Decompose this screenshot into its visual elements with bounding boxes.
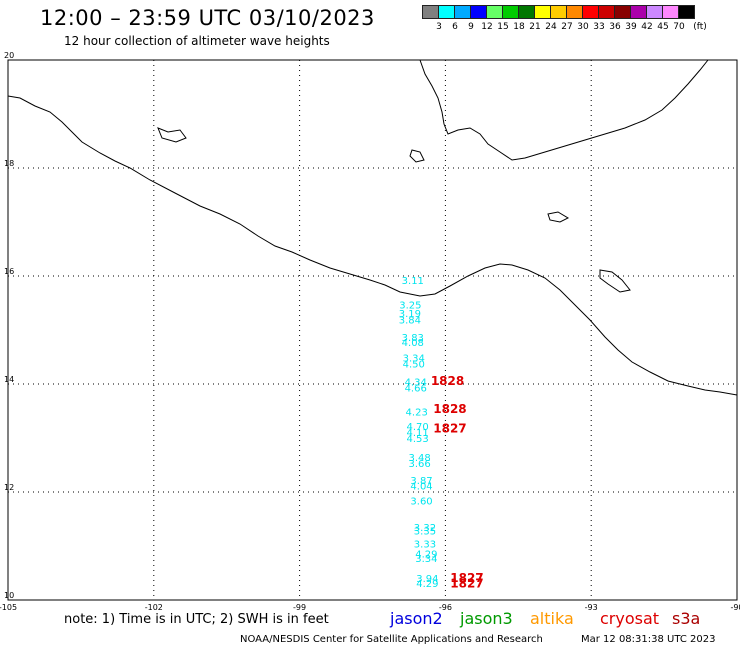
gulf-bay-outline xyxy=(599,269,631,293)
mexico-pacific-coast xyxy=(7,95,738,396)
swh-reading: 3.84 xyxy=(399,316,421,327)
swh-reading: 4.23 xyxy=(406,407,428,418)
color-legend-label: 70 xyxy=(673,22,685,32)
swh-reading: 3.35 xyxy=(414,527,436,538)
coastline xyxy=(7,59,738,396)
orbit-number-label: 1827 xyxy=(450,577,483,591)
longitude-tick-label: -105 xyxy=(0,603,17,612)
color-legend xyxy=(422,5,695,19)
swh-reading: 3.94 xyxy=(416,574,438,585)
swh-reading: 4.08 xyxy=(402,338,424,349)
swh-reading: 3.34 xyxy=(403,353,425,364)
swh-reading: 4.50 xyxy=(403,359,425,370)
color-legend-label: 15 xyxy=(497,22,509,32)
orbit-number-label: 1828 xyxy=(431,374,464,388)
color-legend-label: 18 xyxy=(513,22,525,32)
latitude-tick-label: 14 xyxy=(4,375,14,384)
swh-reading: 4.29 xyxy=(416,579,438,590)
map-title: 12:00 – 23:59 UTC 03/10/2023 xyxy=(40,6,375,30)
orbit-number-label: 1828 xyxy=(433,402,466,416)
satellite-legend-entry: s3a xyxy=(672,609,701,628)
swh-reading: 3.83 xyxy=(402,333,424,344)
map-subtitle: 12 hour collection of altimeter wave hei… xyxy=(64,34,330,48)
swh-reading: 4.66 xyxy=(405,384,427,395)
longitude-tick-label: -102 xyxy=(145,603,163,612)
swh-reading: 4.70 xyxy=(407,422,429,433)
axis-tick-labels: 20 18 16 14 12 10 -105 -102 -99 -96 -93 -90 xyxy=(0,51,740,612)
satellite-legend-entry: jason3 xyxy=(460,609,513,628)
latitude-tick-label: 10 xyxy=(4,591,14,600)
swh-reading: 3.25 xyxy=(399,300,421,311)
longitude-tick-label: -93 xyxy=(585,603,598,612)
orbit-number-label: 1827 xyxy=(450,571,483,585)
lagoon-outline xyxy=(157,127,187,143)
color-legend-unit: (ft) xyxy=(693,22,707,32)
color-legend-label: 36 xyxy=(609,22,621,32)
color-legend-label: 42 xyxy=(641,22,653,32)
swh-reading: 4.53 xyxy=(407,434,429,445)
swh-reading: 3.19 xyxy=(399,309,421,320)
swh-reading: 4.29 xyxy=(415,549,437,560)
swh-reading: 4.34 xyxy=(405,378,427,389)
credit-line: NOAA/NESDIS Center for Satellite Applica… xyxy=(240,634,543,645)
satellite-legend-entry: jason2 xyxy=(390,609,443,628)
swh-reading: 4.04 xyxy=(410,481,432,492)
color-legend-label: 24 xyxy=(545,22,557,32)
color-legend-label: 3 xyxy=(436,22,442,32)
swh-reading: 3.87 xyxy=(410,476,432,487)
color-legend-label: 39 xyxy=(625,22,637,32)
longitude-tick-label: -99 xyxy=(293,603,306,612)
latitude-tick-label: 12 xyxy=(4,483,14,492)
swh-readings: 3.113.253.193.843.834.083.344.504.344.66… xyxy=(399,276,439,590)
footnote: note: 1) Time is in UTC; 2) SWH is in fe… xyxy=(64,612,329,627)
color-legend-label: 30 xyxy=(577,22,589,32)
generation-timestamp: Mar 12 08:31:38 UTC 2023 xyxy=(581,634,716,645)
island-outline xyxy=(547,211,570,223)
color-legend-label: 6 xyxy=(452,22,458,32)
color-legend-label: 27 xyxy=(561,22,573,32)
longitude-tick-label: -96 xyxy=(439,603,452,612)
orbit-number-label: 1827 xyxy=(433,422,466,436)
color-legend-label: 12 xyxy=(481,22,493,32)
swh-reading: 3.11 xyxy=(402,276,424,287)
latitude-tick-label: 20 xyxy=(4,51,14,60)
swh-reading: 3.33 xyxy=(414,540,436,551)
lake-outline xyxy=(409,149,425,163)
satellite-legend-entry: cryosat xyxy=(600,609,660,628)
gulf-of-mexico-coast xyxy=(419,59,709,161)
latitude-tick-label: 16 xyxy=(4,267,14,276)
swh-reading: 4.11 xyxy=(407,428,429,439)
color-swatch xyxy=(678,5,695,19)
color-legend-label: 9 xyxy=(468,22,474,32)
satellite-legend-entry: altika xyxy=(530,609,574,628)
longitude-tick-label: -90 xyxy=(730,603,740,612)
swh-reading: 3.48 xyxy=(408,453,430,464)
map-frame xyxy=(7,59,738,601)
graticule xyxy=(8,60,737,600)
swh-reading: 3.32 xyxy=(414,523,436,534)
swh-reading: 3.66 xyxy=(408,459,430,470)
swh-reading: 3.60 xyxy=(410,496,432,507)
color-legend-label: 21 xyxy=(529,22,541,32)
latitude-tick-label: 18 xyxy=(4,159,14,168)
color-legend-label: 33 xyxy=(593,22,605,32)
swh-reading: 3.34 xyxy=(415,554,437,565)
color-legend-label: 45 xyxy=(657,22,669,32)
